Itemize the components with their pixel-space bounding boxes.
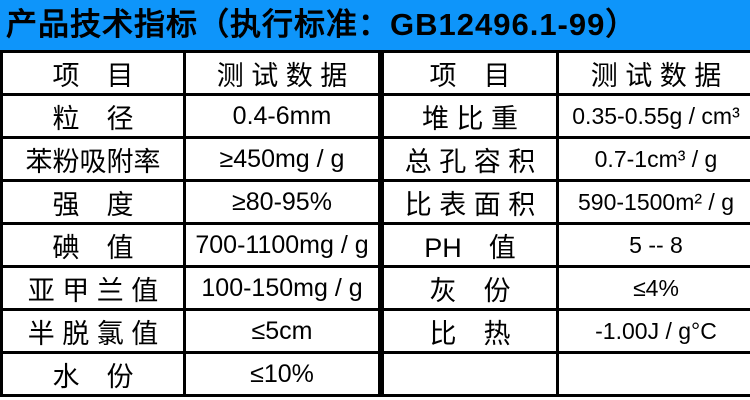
value-cell: ≥80-95% [183, 179, 381, 225]
item-cell: 灰 份 [381, 265, 559, 311]
table-row: 亚 甲 兰 值 100-150mg / g [0, 265, 381, 311]
column-header-data-left: 测 试 数 据 [183, 50, 381, 96]
table-row: 粒 径 0.4-6mm [0, 93, 381, 139]
table-row: 灰 份 ≤4% [381, 265, 750, 311]
spec-table-right: 项 目 测 试 数 据 堆 比 重 0.35-0.55g / cm³ 总 孔 容 积… [381, 50, 750, 397]
table-row: 半 脱 氯 值 ≤5cm [0, 308, 381, 354]
page-title: 产品技术指标（执行标准：GB12496.1-99） [0, 0, 750, 50]
item-cell: 堆 比 重 [381, 93, 559, 139]
value-cell: ≤5cm [183, 308, 381, 354]
item-cell: 亚 甲 兰 值 [0, 265, 186, 311]
value-cell: ≤10% [183, 351, 381, 397]
item-cell: PH 值 [381, 222, 559, 268]
table-row: 比 热 -1.00J / g°C [381, 308, 750, 354]
value-cell: -1.00J / g°C [556, 308, 750, 354]
value-cell: 0.35-0.55g / cm³ [556, 93, 750, 139]
item-cell: 总 孔 容 积 [381, 136, 559, 182]
table-row: 总 孔 容 积 0.7-1cm³ / g [381, 136, 750, 182]
value-cell: ≥450mg / g [183, 136, 381, 182]
table-row: 比 表 面 积 590-1500m² / g [381, 179, 750, 225]
item-cell [381, 351, 559, 397]
item-cell: 比 热 [381, 308, 559, 354]
item-cell: 半 脱 氯 值 [0, 308, 186, 354]
value-cell: 700-1100mg / g [183, 222, 381, 268]
table-row: 苯粉吸附率 ≥450mg / g [0, 136, 381, 182]
table-header-row: 项 目 测 试 数 据 [0, 50, 381, 96]
value-cell: 0.7-1cm³ / g [556, 136, 750, 182]
column-header-data-right: 测 试 数 据 [556, 50, 750, 96]
item-cell: 强 度 [0, 179, 186, 225]
table-row: 水 份 ≤10% [0, 351, 381, 397]
table-body-right: 堆 比 重 0.35-0.55g / cm³ 总 孔 容 积 0.7-1cm³ / g… [381, 93, 750, 397]
value-cell: 590-1500m² / g [556, 179, 750, 225]
table-row: 强 度 ≥80-95% [0, 179, 381, 225]
column-header-item-right: 项 目 [381, 50, 559, 96]
value-cell [556, 351, 750, 397]
item-cell: 碘 值 [0, 222, 186, 268]
column-header-item-left: 项 目 [0, 50, 186, 96]
item-cell: 粒 径 [0, 93, 186, 139]
item-cell: 水 份 [0, 351, 186, 397]
value-cell: 100-150mg / g [183, 265, 381, 311]
item-cell: 比 表 面 积 [381, 179, 559, 225]
value-cell: 0.4-6mm [183, 93, 381, 139]
value-cell: ≤4% [556, 265, 750, 311]
table-header-row: 项 目 测 试 数 据 [381, 50, 750, 96]
item-cell: 苯粉吸附率 [0, 136, 186, 182]
table-row: 堆 比 重 0.35-0.55g / cm³ [381, 93, 750, 139]
table-row [381, 351, 750, 397]
value-cell: 5 -- 8 [556, 222, 750, 268]
table-row: 碘 值 700-1100mg / g [0, 222, 381, 268]
